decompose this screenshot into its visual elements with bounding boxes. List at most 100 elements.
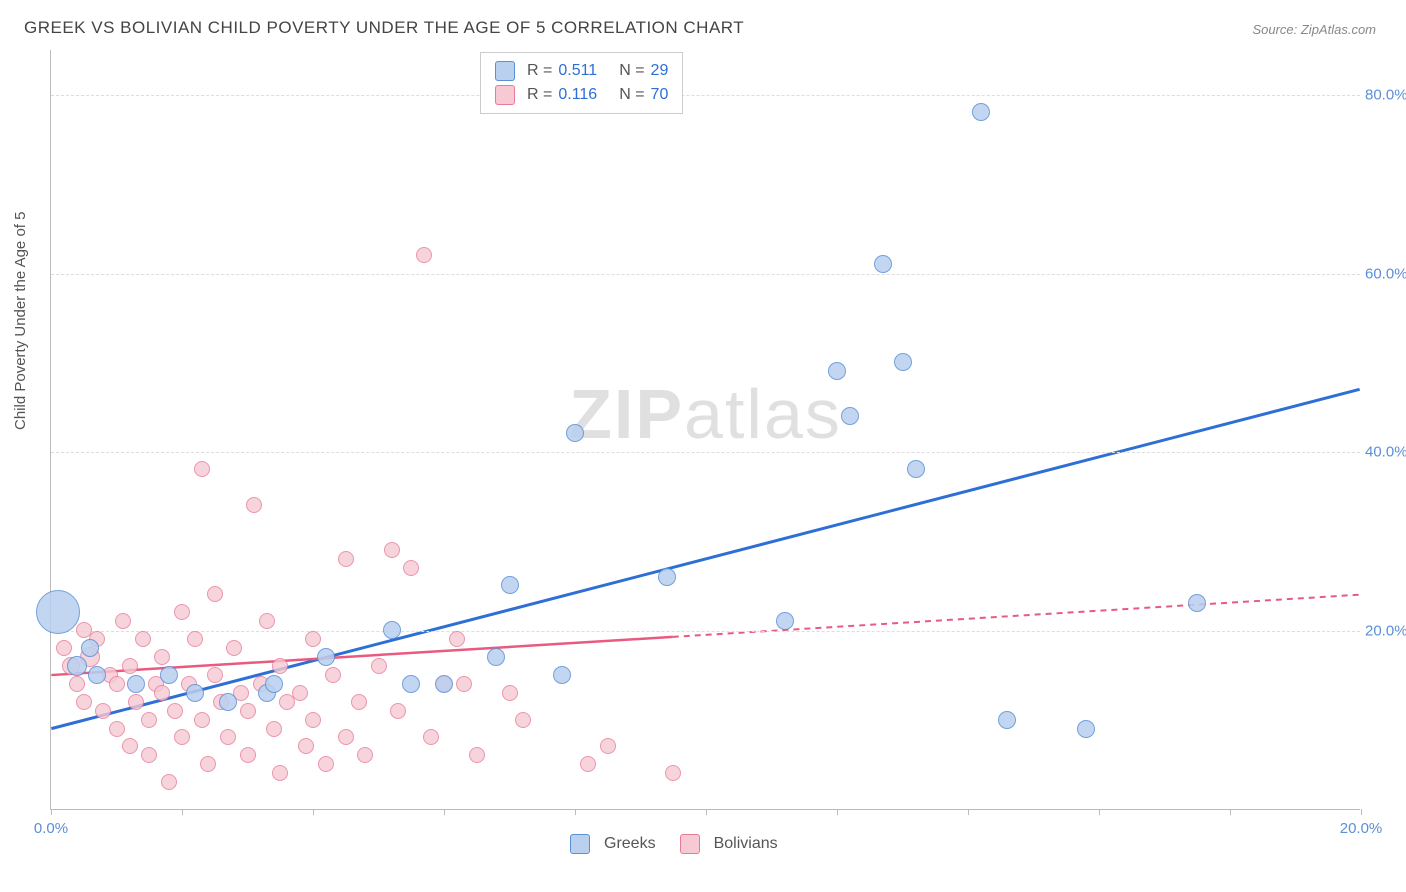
bolivians-point	[109, 721, 125, 737]
y-axis-label: Child Poverty Under the Age of 5	[12, 212, 29, 430]
bolivians-point	[174, 604, 190, 620]
bolivians-point	[161, 774, 177, 790]
bolivians-point	[76, 694, 92, 710]
bolivians-point	[390, 703, 406, 719]
greeks-point	[36, 590, 80, 634]
x-tick	[444, 809, 445, 815]
x-tick-label: 20.0%	[1340, 820, 1383, 837]
bolivians-point	[135, 631, 151, 647]
bolivians-point	[351, 694, 367, 710]
greeks-point	[776, 612, 794, 630]
x-tick	[968, 809, 969, 815]
bolivians-point	[580, 756, 596, 772]
legend-label: Greeks	[604, 835, 656, 853]
bolivians-point	[266, 721, 282, 737]
greeks-point	[67, 656, 87, 676]
bolivians-point	[371, 658, 387, 674]
legend-item: Greeks	[570, 834, 656, 854]
bolivians-point	[272, 658, 288, 674]
x-tick	[1361, 809, 1362, 815]
bolivians-point	[600, 738, 616, 754]
bolivians-point	[259, 613, 275, 629]
x-tick	[837, 809, 838, 815]
bolivians-point	[272, 765, 288, 781]
legend-swatch	[680, 834, 700, 854]
series-legend: Greeks Bolivians	[570, 834, 778, 854]
bolivians-point	[318, 756, 334, 772]
gridline	[51, 274, 1360, 275]
bolivians-point	[200, 756, 216, 772]
r-value: 0.116	[558, 83, 597, 107]
greeks-point	[907, 460, 925, 478]
bolivians-point	[305, 631, 321, 647]
source-attribution: Source: ZipAtlas.com	[1252, 22, 1376, 37]
bolivians-point	[122, 738, 138, 754]
bolivians-point	[469, 747, 485, 763]
x-tick	[1230, 809, 1231, 815]
bolivians-point	[384, 542, 400, 558]
bolivians-point	[325, 667, 341, 683]
greeks-point	[487, 648, 505, 666]
bolivians-point	[292, 685, 308, 701]
greeks-point	[553, 666, 571, 684]
greeks-point	[186, 684, 204, 702]
n-label: N =	[619, 59, 644, 83]
bolivians-point	[416, 247, 432, 263]
bolivians-point	[338, 729, 354, 745]
bolivians-point	[357, 747, 373, 763]
bolivians-point	[174, 729, 190, 745]
y-tick-label: 20.0%	[1365, 623, 1406, 640]
greeks-point	[501, 576, 519, 594]
bolivians-point	[338, 551, 354, 567]
greeks-point	[1188, 594, 1206, 612]
legend-row: R = 0.116 N = 70	[495, 83, 668, 107]
gridline	[51, 631, 1360, 632]
greeks-point	[219, 693, 237, 711]
greeks-point	[265, 675, 283, 693]
greeks-point	[160, 666, 178, 684]
bolivians-point	[109, 676, 125, 692]
bolivians-point	[220, 729, 236, 745]
watermark-bold: ZIP	[569, 375, 684, 453]
x-tick	[182, 809, 183, 815]
bolivians-point	[240, 747, 256, 763]
bolivians-point	[154, 685, 170, 701]
watermark: ZIPatlas	[569, 374, 842, 454]
bolivians-point	[449, 631, 465, 647]
bolivians-point	[122, 658, 138, 674]
x-tick	[1099, 809, 1100, 815]
bolivians-point	[207, 586, 223, 602]
bolivians-point	[56, 640, 72, 656]
bolivians-point	[502, 685, 518, 701]
greeks-point	[874, 255, 892, 273]
greeks-point	[972, 103, 990, 121]
legend-swatch	[495, 85, 515, 105]
r-label: R =	[527, 83, 552, 107]
bolivians-point	[665, 765, 681, 781]
x-tick-label: 0.0%	[34, 820, 68, 837]
bolivians-point	[240, 703, 256, 719]
greeks-point	[658, 568, 676, 586]
greeks-point	[383, 621, 401, 639]
greeks-point	[998, 711, 1016, 729]
bolivians-point	[423, 729, 439, 745]
bolivians-point	[246, 497, 262, 513]
bolivians-point	[298, 738, 314, 754]
x-tick	[575, 809, 576, 815]
bolivians-point	[456, 676, 472, 692]
bolivians-point	[515, 712, 531, 728]
greeks-point	[81, 639, 99, 657]
bolivians-point	[154, 649, 170, 665]
chart-title: GREEK VS BOLIVIAN CHILD POVERTY UNDER TH…	[24, 18, 744, 38]
n-value: 70	[651, 83, 669, 107]
bolivians-point	[194, 712, 210, 728]
legend-swatch	[495, 61, 515, 81]
n-value: 29	[651, 59, 669, 83]
r-label: R =	[527, 59, 552, 83]
gridline	[51, 452, 1360, 453]
greeks-point	[88, 666, 106, 684]
bolivians-point	[128, 694, 144, 710]
watermark-light: atlas	[684, 375, 842, 453]
r-value: 0.511	[558, 59, 597, 83]
bolivians-point	[141, 712, 157, 728]
